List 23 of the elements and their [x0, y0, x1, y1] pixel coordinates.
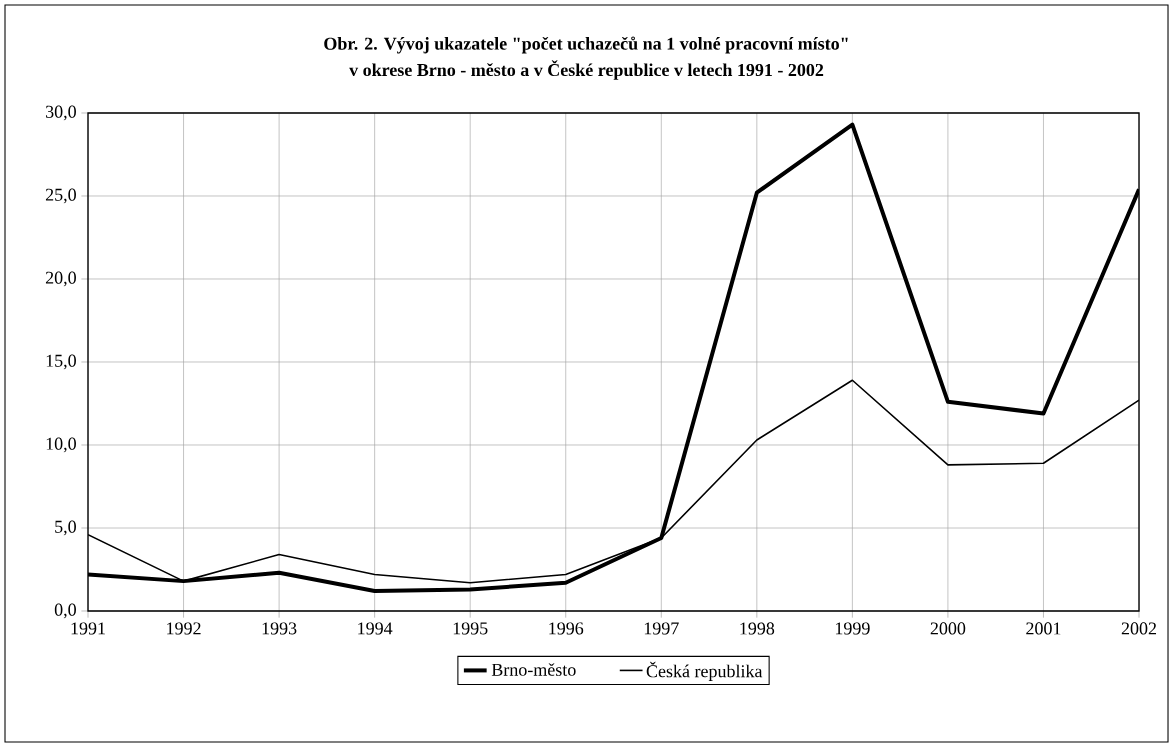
- x-tick-label: 1991: [71, 622, 105, 635]
- legend-label: Brno-město: [491, 663, 576, 676]
- chart-title: Obr. 2. Vývoj ukazatele "počet uchazečů na 1 volné pracovní místo": [324, 36, 848, 54]
- y-tick-label: 20,0: [45, 271, 76, 287]
- y-tick-label: 5,0: [55, 520, 76, 536]
- x-tick-label: 1995: [453, 622, 488, 635]
- x-tick-label: 1996: [549, 622, 584, 635]
- legend-label: Česká republika: [646, 661, 763, 681]
- x-tick-label: 1999: [835, 622, 870, 635]
- x-tick-label: 2000: [930, 622, 966, 635]
- x-tick-label: 1998: [740, 622, 775, 635]
- x-tick-label: 1992: [167, 622, 201, 635]
- y-tick-label: 30,0: [46, 105, 76, 121]
- y-tick-label: 15,0: [46, 354, 76, 370]
- x-tick-label: 1993: [262, 622, 297, 635]
- y-tick-label: 0,0: [54, 603, 76, 619]
- chart-subtitle: v okrese Brno - město a v České republice v letech 1991 - 2002: [349, 60, 824, 80]
- y-tick-label: 10,0: [46, 437, 76, 453]
- x-tick-label: 1997: [644, 622, 679, 635]
- y-tick-label: 25,0: [45, 188, 76, 204]
- x-tick-label: 1994: [358, 622, 393, 635]
- x-tick-label: 2001: [1026, 622, 1061, 635]
- x-tick-label: 2002: [1121, 622, 1157, 635]
